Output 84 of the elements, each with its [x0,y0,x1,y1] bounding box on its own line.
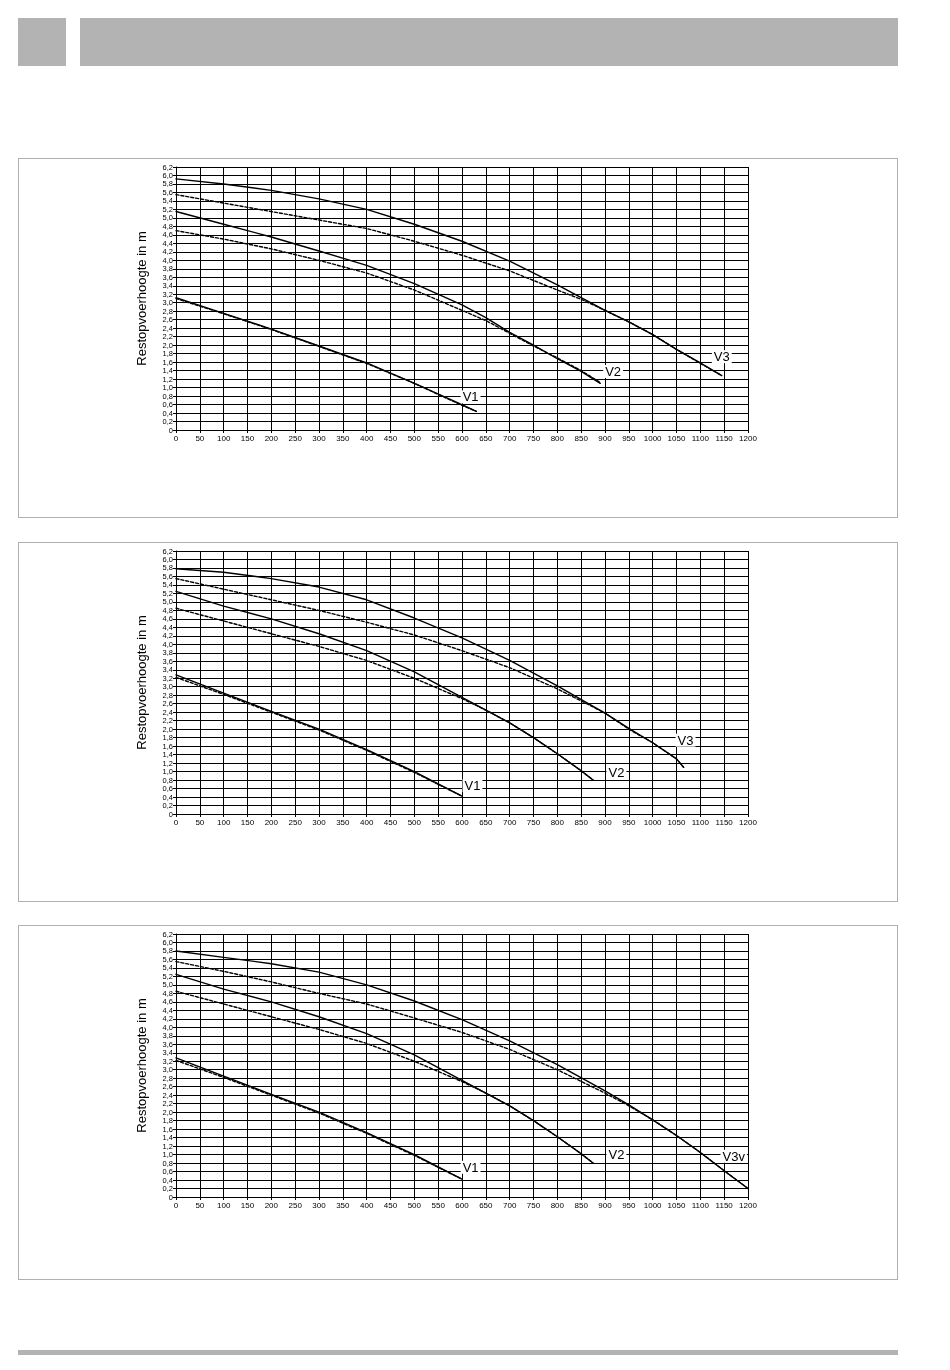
x-tick-label: 900 [598,1200,613,1210]
x-tick-label: 700 [502,817,517,827]
x-tick-label: 50 [195,817,205,827]
x-tick-label: 350 [336,433,351,443]
x-tick-label: 800 [550,817,565,827]
x-tick-label: 1050 [667,433,686,443]
y-axis-title: Restopvoerhoogte in m [134,231,149,366]
x-tick-label: 600 [455,1200,470,1210]
x-tick-label: 850 [574,433,589,443]
x-tick-label: 500 [407,1200,422,1210]
annotation: V2 [608,764,625,780]
x-tick-label: 150 [240,817,255,827]
y-axis-title: Restopvoerhoogte in m [134,615,149,750]
x-tick-label: 100 [216,433,231,443]
x-tick-label: 200 [264,433,279,443]
x-tick-label: 250 [288,1200,303,1210]
x-tick-label: 900 [598,817,613,827]
annotation: V2 [608,1147,625,1163]
x-tick-label: 300 [312,1200,327,1210]
x-tick-label: 650 [479,1200,494,1210]
x-tick-label: 1000 [643,817,663,827]
x-tick-label: 550 [431,1200,446,1210]
x-tick-label: 250 [288,817,303,827]
x-tick-label: 200 [264,1200,279,1210]
x-tick-label: 400 [359,817,374,827]
x-tick-label: 400 [359,433,374,443]
x-tick-label: 1050 [667,817,686,827]
annotation: V1 [462,389,479,405]
x-tick-label: 600 [455,433,470,443]
x-tick-label: 1000 [643,433,663,443]
x-tick-label: 800 [550,1200,565,1210]
x-tick-label: 300 [312,433,327,443]
x-tick-label: 100 [216,1200,231,1210]
x-tick-label: 50 [195,1200,205,1210]
x-tick-label: 700 [502,1200,517,1210]
x-tick-label: 950 [622,1200,637,1210]
x-tick-label: 1000 [643,1200,663,1210]
x-tick-label: 750 [526,1200,541,1210]
x-tick-label: 200 [264,817,279,827]
x-tick-label: 400 [359,1200,374,1210]
annotation: V3 [713,349,730,365]
x-tick-label: 700 [502,433,517,443]
x-tick-label: 550 [431,433,446,443]
x-tick-label: 1200 [739,1200,758,1210]
x-tick-label: 500 [407,433,422,443]
x-tick-label: 600 [455,817,470,827]
x-tick-label: 1150 [715,1200,734,1210]
x-tick-label: 850 [574,817,589,827]
annotation: V1 [462,1159,479,1175]
x-tick-label: 1200 [739,817,758,827]
x-tick-label: 950 [622,817,637,827]
annotation: V1 [464,778,481,794]
x-tick-label: 1200 [739,433,758,443]
x-tick-label: 250 [288,433,303,443]
x-tick-label: 950 [622,433,637,443]
x-tick-label: 350 [336,817,351,827]
x-tick-label: 900 [598,433,613,443]
x-tick-label: 850 [574,1200,589,1210]
x-tick-label: 1100 [691,1200,710,1210]
x-tick-label: 550 [431,817,446,827]
x-tick-label: 800 [550,433,565,443]
x-tick-label: 1150 [715,433,734,443]
x-tick-label: 50 [195,433,205,443]
x-tick-label: 750 [526,817,541,827]
x-tick-label: 650 [479,433,494,443]
x-tick-label: 450 [383,817,398,827]
x-tick-label: 1100 [691,433,710,443]
x-tick-label: 750 [526,433,541,443]
annotation: V2 [605,363,622,379]
x-tick-label: 350 [336,1200,351,1210]
x-tick-label: 450 [383,433,398,443]
x-tick-label: 100 [216,817,231,827]
x-tick-label: 300 [312,817,327,827]
x-tick-label: 1050 [667,1200,686,1210]
y-axis-title: Restopvoerhoogte in m [134,998,149,1133]
x-tick-label: 450 [383,1200,398,1210]
annotation: V3 [677,732,694,748]
annotation: V3v [722,1148,746,1164]
x-tick-label: 150 [240,1200,255,1210]
x-tick-label: 650 [479,817,494,827]
x-tick-label: 1150 [715,817,734,827]
x-tick-label: 1100 [691,817,710,827]
x-tick-label: 500 [407,817,422,827]
x-tick-label: 150 [240,433,255,443]
